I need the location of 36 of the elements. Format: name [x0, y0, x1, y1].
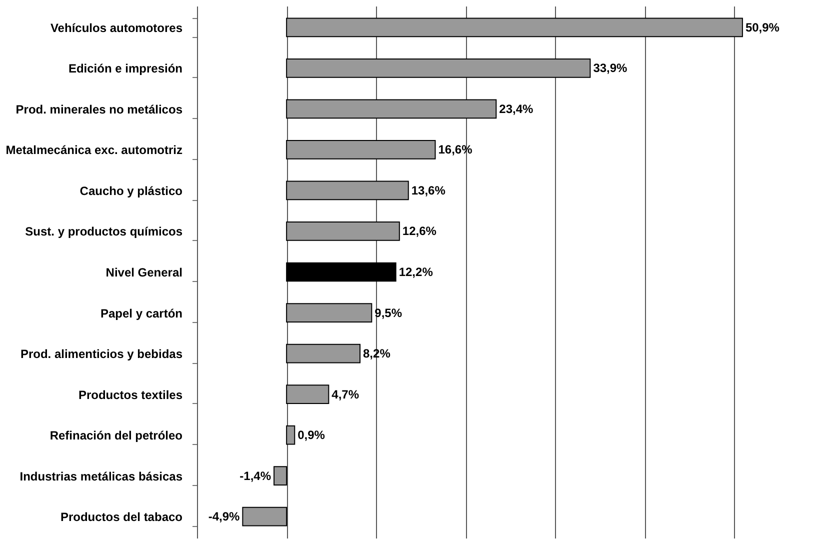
data-label: -1,4% [240, 468, 272, 483]
data-label: -4,9% [208, 510, 240, 524]
y-tick-label: Caucho y plástico [80, 184, 182, 198]
bar [286, 425, 296, 445]
y-tick-label: Refinación del petróleo [50, 428, 182, 443]
y-tick-label: Productos del tabaco [60, 510, 182, 524]
bar [286, 18, 743, 38]
bar [286, 180, 409, 200]
data-label: 4,7% [332, 387, 360, 402]
y-tick-label: Papel y cartón [100, 306, 182, 320]
bar [274, 466, 288, 486]
bar [242, 506, 288, 526]
bar [286, 99, 497, 119]
data-label: 0,9% [298, 428, 326, 442]
y-tick-label: Industrias metálicas básicas [20, 469, 183, 484]
y-tick-label: Edición e impresión [68, 62, 182, 76]
y-tick-label: Prod. minerales no metálicos [16, 102, 183, 116]
y-tick-label: Prod. alimenticios y bebidas [20, 347, 183, 362]
y-tick-label: Nivel General [106, 266, 182, 280]
data-label: 12,2% [398, 265, 434, 279]
y-tick-label: Sust. y productos químicos [25, 224, 183, 239]
y-tick-label: Metalmecánica exc. automotriz [6, 143, 182, 158]
bar [286, 262, 396, 282]
bar [286, 222, 400, 241]
data-label: 50,9% [745, 20, 780, 34]
y-tick-label: Vehículos automotores [50, 20, 183, 35]
bar [286, 384, 330, 404]
data-label: 33,9% [593, 61, 628, 76]
bar [286, 140, 436, 160]
data-label: 23,4% [499, 102, 534, 116]
data-label: 12,6% [402, 224, 437, 238]
bar [286, 58, 591, 78]
bar [286, 344, 361, 364]
data-label: 13,6% [411, 183, 446, 198]
bar [286, 303, 372, 322]
y-tick-label: Productos textiles [78, 388, 183, 402]
